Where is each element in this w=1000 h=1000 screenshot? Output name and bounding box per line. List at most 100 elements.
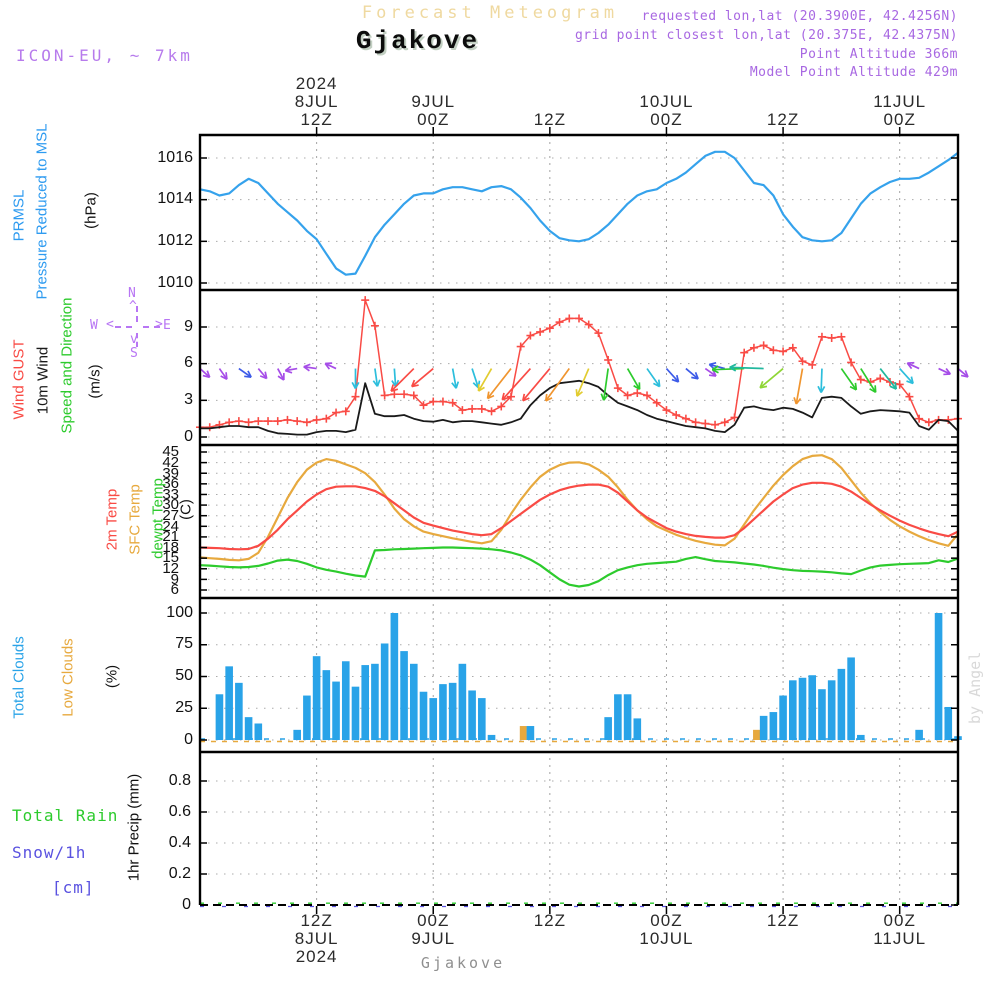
footer-station-label: Gjakove [420, 954, 506, 972]
wind-arrow-head [575, 389, 578, 397]
temp-ytick-label: 12 [162, 560, 179, 578]
wind-arrow-head [759, 381, 764, 389]
wind-arrow-head [284, 365, 292, 372]
temp-ytick-label: 24 [162, 517, 179, 535]
total-clouds-bar [779, 695, 787, 740]
wind-arrow-head [849, 385, 857, 391]
temp-series-label: SFC Temp [126, 484, 144, 555]
wind-arrow-head [633, 384, 641, 391]
clouds-unit-label: (%) [103, 664, 121, 689]
wind-direction-arrow [257, 368, 268, 380]
total-clouds-bar [448, 682, 457, 740]
total-clouds-bar [944, 706, 953, 740]
wind-arrow-head [264, 371, 268, 379]
wind-arrow-head [376, 379, 381, 387]
wind-direction-arrow [906, 362, 920, 370]
wind-arrow-head [411, 384, 419, 388]
wind-arrow-head [351, 381, 357, 389]
wind-arrow-head [354, 381, 360, 389]
wind-arrow-head [502, 396, 510, 401]
wind-arrow-head [487, 394, 495, 400]
wind-arrow-head [854, 382, 858, 390]
compass-dash-line [115, 326, 132, 329]
wind-arrow-head [600, 393, 605, 401]
top-axis-hour: 12Z [300, 110, 333, 129]
wind-arrow-head [478, 386, 485, 392]
wind-arrow-head [945, 367, 952, 375]
total-clouds-bar [934, 613, 943, 740]
wind-ytick-label: 6 [184, 354, 193, 372]
top-axis-date: 9JUL [411, 92, 456, 111]
total-clouds-bar [439, 684, 447, 740]
wind-direction-arrow [545, 368, 570, 402]
wind-direction-arrow [879, 368, 897, 390]
temp-ytick-label: 15 [162, 549, 179, 567]
wind-direction-arrow [285, 367, 298, 372]
wind-ytick-label: 9 [184, 317, 193, 335]
total-clouds-bar [604, 717, 612, 740]
snow-legend-label: Snow/1h [12, 843, 87, 862]
wind-arrow-head [906, 380, 914, 385]
wind-arrow-head [576, 391, 583, 397]
precip-unit-label: 1hr Precip (mm) [125, 773, 143, 882]
wind-direction-arrow [712, 367, 745, 371]
wind-arrow-head [206, 370, 211, 378]
wind-arrow-head [472, 382, 479, 389]
clouds-ytick-label: 75 [175, 635, 193, 653]
watermark: by Angel [966, 651, 984, 724]
total-clouds-bar [808, 675, 817, 740]
wind-series-label: Wind GUST [10, 339, 28, 420]
compass-west-label: W [90, 318, 98, 333]
snow-unit-label: [cm] [52, 878, 95, 897]
wind-arrow-head [960, 374, 969, 378]
total-clouds-bar [351, 686, 360, 740]
wind-direction-arrow [795, 368, 804, 405]
total-clouds-bar [769, 712, 778, 740]
total-clouds-bar [380, 643, 389, 740]
wind-arrow-head [455, 381, 460, 389]
wind-direction-arrow [938, 367, 951, 375]
bottom-axis-date: 9JUL [411, 929, 456, 948]
clouds-ytick-label: 0 [184, 730, 193, 748]
wind-arrow-head [711, 368, 719, 374]
wind-direction-arrow [238, 367, 252, 378]
pressure-ytick-label: 1014 [157, 190, 193, 208]
wind-10m-line [199, 379, 959, 436]
requested-lonlat-label: requested lon,lat (20.3900E, 42.4256N) [641, 9, 958, 24]
wind-arrow-head [691, 376, 699, 380]
bottom-axis-date: 8JUL [294, 929, 339, 948]
wind-arrow-head [220, 375, 228, 380]
total-clouds-bar [837, 668, 846, 740]
compass-up-glyph: ^ [129, 299, 137, 314]
pressure-series-label: Pressure Reduced to MSL [33, 123, 51, 300]
compass-dash-line [136, 333, 139, 347]
bottom-axis-hour: 12Z [766, 911, 800, 930]
wind-arrow-head [372, 380, 379, 387]
total-clouds-bar [322, 670, 331, 740]
temp-ytick-label: 9 [170, 570, 179, 588]
wind-arrow-head [390, 384, 395, 392]
total-clouds-bar [215, 694, 224, 740]
wind-direction-arrow [759, 367, 784, 389]
wind-arrow-head [545, 397, 553, 402]
wind-direction-arrow [486, 368, 512, 400]
temp-series-label: 2m Temp [103, 488, 121, 551]
total-clouds-bar [361, 665, 370, 740]
clouds-series-label: Total Clouds [10, 636, 28, 719]
wind-arrow-head [285, 369, 293, 374]
compass-dash-line [136, 306, 139, 322]
compass-right-glyph: > [155, 317, 163, 332]
wind-arrow-head [303, 366, 310, 372]
total-clouds-bar [332, 681, 340, 740]
compass-north-label: N [128, 286, 136, 301]
compass-south-label: S [130, 346, 138, 361]
total-clouds-bar [478, 698, 486, 740]
compass-east-label: E [163, 318, 171, 333]
total-clouds-bar [614, 694, 622, 740]
wind-arrow-head [711, 365, 719, 371]
wind-arrow-head [708, 374, 717, 377]
wind-direction-arrow [576, 368, 590, 397]
total-clouds-bar [293, 729, 301, 740]
wind-direction-arrow [820, 368, 823, 393]
